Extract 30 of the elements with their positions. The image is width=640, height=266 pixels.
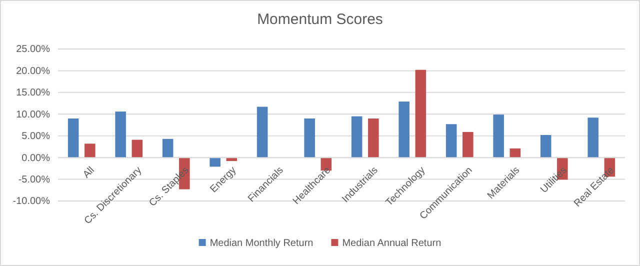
bar — [351, 116, 362, 158]
bar — [256, 106, 268, 158]
bar — [84, 144, 96, 158]
bar — [446, 124, 457, 158]
bar — [368, 118, 379, 158]
bar — [415, 70, 426, 158]
bar — [462, 132, 474, 158]
x-tick-label: All — [81, 164, 97, 181]
y-tick-label: 0.00% — [22, 152, 50, 164]
bar — [540, 134, 552, 158]
y-tick-label: 10.00% — [16, 109, 50, 120]
legend-label: Median Annual Return — [342, 238, 442, 249]
y-tick-label: -5.00% — [18, 174, 50, 186]
bar — [510, 148, 521, 158]
bar — [588, 118, 598, 158]
bar — [210, 158, 220, 167]
bar — [493, 114, 504, 158]
bar — [304, 118, 315, 158]
chart-title: Momentum Scores — [257, 11, 383, 28]
bar — [132, 140, 143, 158]
y-tick-label: 5.00% — [22, 131, 50, 142]
bar — [398, 102, 410, 158]
legend-label: Median Monthly Return — [210, 238, 314, 249]
y-tick-label: -10.00% — [12, 196, 50, 208]
y-tick-label: 25.00% — [16, 44, 50, 56]
y-tick-label: 20.00% — [16, 66, 50, 77]
bar — [115, 112, 126, 158]
y-tick-label: 15.00% — [16, 88, 50, 99]
bar — [68, 118, 79, 158]
bar — [162, 138, 174, 158]
